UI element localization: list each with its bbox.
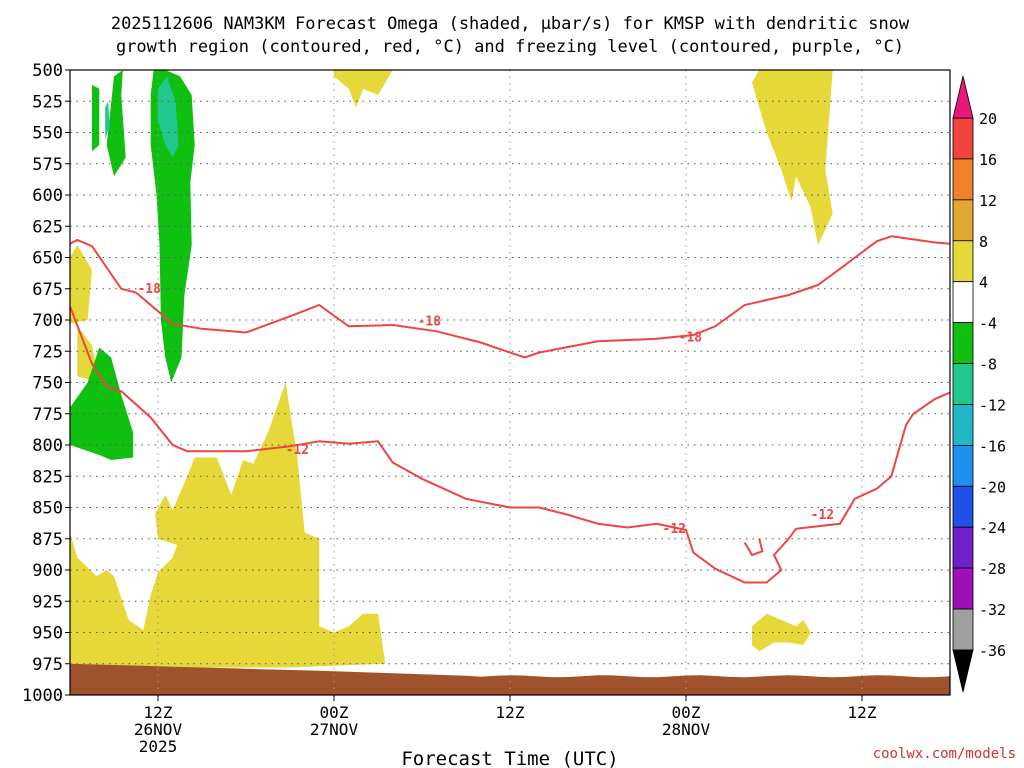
y-tick-label-1: 525 <box>32 92 63 112</box>
colorbar-label-3: 8 <box>979 233 988 251</box>
y-tick-label-7: 675 <box>32 280 63 300</box>
y-tick-label-13: 825 <box>32 467 63 487</box>
y-tick-label-16: 900 <box>32 561 63 581</box>
colorbar-label-13: -36 <box>979 642 1006 660</box>
colorbar-top-arrow <box>952 75 974 119</box>
contour-line-1 <box>70 305 950 584</box>
omega-region-7 <box>92 85 100 152</box>
y-tick-label-5: 625 <box>32 217 63 237</box>
x-tick-label-4-0: 12Z <box>848 703 877 722</box>
colorbar-bin-5 <box>952 322 974 364</box>
contour-label-0: -18 <box>137 282 161 297</box>
credit-text: coolwx.com/models <box>873 746 1016 762</box>
colorbar-bin-1 <box>952 158 974 201</box>
y-tick-label-17: 925 <box>32 592 63 612</box>
omega-region-5 <box>752 613 811 652</box>
colorbar: 20 16 12 8 4 -4 -8 -12 -16 -20 -24 -28 -32 -36 <box>952 75 1006 693</box>
colorbar-label-10: -24 <box>979 519 1006 537</box>
omega-region-6 <box>70 347 134 460</box>
colorbar-bin-8 <box>952 444 974 487</box>
colorbar-bin-10 <box>952 526 974 569</box>
y-tick-label-6: 650 <box>32 249 63 269</box>
surface-band <box>70 663 950 695</box>
colorbar-label-0: 20 <box>979 110 997 128</box>
chart-title-line1: 2025112606 NAM3KM Forecast Omega (shaded… <box>111 14 910 34</box>
y-tick-label-10: 750 <box>32 374 63 394</box>
x-tick-label-0-1: 26NOV <box>134 720 183 739</box>
colorbar-bin-0 <box>952 117 974 160</box>
y-tick-label-4: 600 <box>32 186 63 206</box>
x-tick-label-1-1: 27NOV <box>310 720 359 739</box>
y-tick-label-9: 725 <box>32 342 63 362</box>
x-tick-label-3-1: 28NOV <box>662 720 711 739</box>
colorbar-label-8: -16 <box>979 437 1006 455</box>
x-axis-label: Forecast Time (UTC) <box>401 748 618 768</box>
colorbar-bin-7 <box>952 404 974 446</box>
omega-region-0 <box>70 382 386 668</box>
y-tick-label-20: 1000 <box>22 686 63 706</box>
colorbar-bin-2 <box>952 199 974 242</box>
y-axis: 500 525 550 575 600 625 650 675 700 725 750 775 800 8… <box>22 61 70 706</box>
contour-label-1: -18 <box>418 314 442 329</box>
surface-terrain <box>70 663 950 695</box>
y-tick-label-14: 850 <box>32 499 63 519</box>
omega-shaded-regions <box>70 70 833 668</box>
omega-region-4 <box>752 70 833 245</box>
colorbar-label-6: -8 <box>979 356 997 374</box>
colorbar-bin-12 <box>952 608 974 651</box>
y-tick-label-15: 875 <box>32 530 63 550</box>
contour-labels: -18 -18 -18 -12 -12 -12 <box>137 282 834 537</box>
contour-label-2: -18 <box>679 331 703 346</box>
colorbar-label-11: -28 <box>979 560 1006 578</box>
omega-region-11 <box>105 101 110 139</box>
gridlines <box>70 70 950 695</box>
y-tick-label-8: 700 <box>32 311 63 331</box>
contour-label-4: -12 <box>663 522 686 537</box>
y-tick-label-12: 800 <box>32 436 63 456</box>
colorbar-label-5: -4 <box>979 315 997 333</box>
y-tick-label-11: 775 <box>32 405 63 425</box>
x-tick-label-2-0: 12Z <box>496 703 525 722</box>
y-tick-label-19: 975 <box>32 655 63 675</box>
contour-line-2 <box>743 538 764 557</box>
colorbar-bin-11 <box>952 567 974 610</box>
colorbar-bin-3 <box>952 240 974 283</box>
colorbar-label-1: 16 <box>979 151 997 169</box>
colorbar-bin-6 <box>952 363 974 405</box>
omega-region-1 <box>70 245 92 324</box>
y-tick-label-2: 550 <box>32 124 63 144</box>
colorbar-bin-4 <box>952 281 974 324</box>
chart-title-line2: growth region (contoured, red, °C) and f… <box>116 37 904 57</box>
omega-region-9 <box>150 70 195 383</box>
colorbar-label-4: 4 <box>979 274 988 292</box>
plot-area <box>70 70 950 695</box>
y-tick-label-3: 575 <box>32 155 63 175</box>
temperature-contours <box>70 235 950 584</box>
contour-label-3: -12 <box>286 443 309 458</box>
y-tick-label-18: 950 <box>32 624 63 644</box>
x-tick-label-0-0: 12Z <box>144 703 173 722</box>
colorbar-label-9: -20 <box>979 478 1006 496</box>
colorbar-bin-9 <box>952 485 974 528</box>
colorbar-bottom-arrow <box>952 649 974 693</box>
omega-region-10 <box>158 76 179 158</box>
colorbar-label-12: -32 <box>979 601 1006 619</box>
omega-region-8 <box>106 70 126 177</box>
omega-region-3 <box>334 70 393 108</box>
contour-line-0 <box>70 235 950 359</box>
colorbar-label-7: -12 <box>979 396 1006 414</box>
x-tick-label-0-2: 2025 <box>139 737 178 756</box>
x-tick-label-3-0: 00Z <box>672 703 701 722</box>
contour-label-5: -12 <box>811 508 834 523</box>
x-tick-label-1-0: 00Z <box>320 703 349 722</box>
y-tick-label-0: 500 <box>32 61 63 81</box>
colorbar-label-2: 12 <box>979 192 997 210</box>
